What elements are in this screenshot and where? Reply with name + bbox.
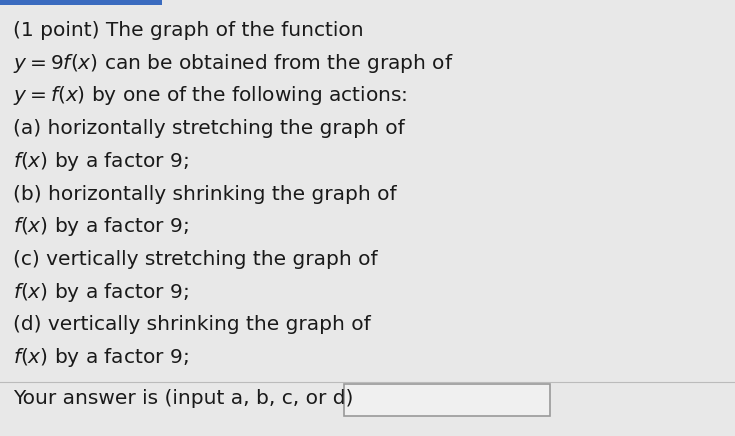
Text: $f(x)$ by a factor 9;: $f(x)$ by a factor 9; — [13, 150, 189, 173]
FancyBboxPatch shape — [0, 0, 162, 5]
Text: (1 point) The graph of the function: (1 point) The graph of the function — [13, 21, 364, 40]
Text: Your answer is (input a, b, c, or d): Your answer is (input a, b, c, or d) — [13, 389, 354, 409]
Text: (c) vertically stretching the graph of: (c) vertically stretching the graph of — [13, 250, 378, 269]
Text: (d) vertically shrinking the graph of: (d) vertically shrinking the graph of — [13, 315, 371, 334]
Text: $f(x)$ by a factor 9;: $f(x)$ by a factor 9; — [13, 215, 189, 238]
Text: (a) horizontally stretching the graph of: (a) horizontally stretching the graph of — [13, 119, 405, 138]
Text: $f(x)$ by a factor 9;: $f(x)$ by a factor 9; — [13, 281, 189, 303]
Text: $y = 9f(x)$ can be obtained from the graph of: $y = 9f(x)$ can be obtained from the gra… — [13, 52, 453, 75]
Text: $y = f(x)$ by one of the following actions:: $y = f(x)$ by one of the following actio… — [13, 85, 407, 107]
FancyBboxPatch shape — [344, 384, 550, 416]
Text: (b) horizontally shrinking the graph of: (b) horizontally shrinking the graph of — [13, 184, 397, 204]
Text: $f(x)$ by a factor 9;: $f(x)$ by a factor 9; — [13, 346, 189, 369]
